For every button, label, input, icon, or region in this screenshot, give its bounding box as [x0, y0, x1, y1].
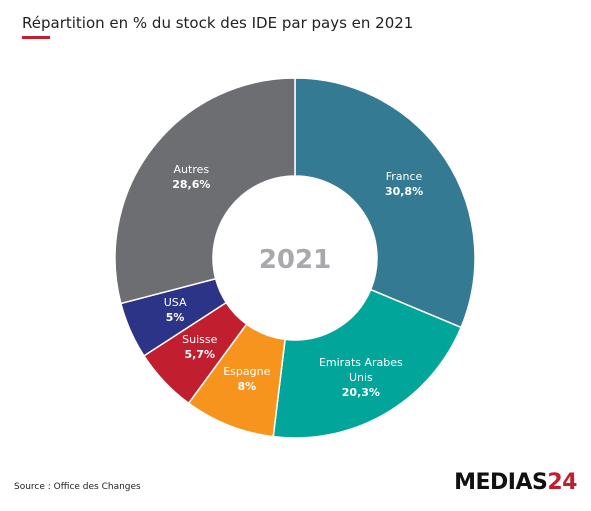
source: Source : Office des Changes: [14, 482, 141, 492]
center-label: 2021: [259, 245, 331, 275]
slice-label: USA 5%: [125, 295, 225, 325]
chart-title: Répartition en % du stock des IDE par pa…: [22, 14, 414, 32]
slice-label: Emirats Arabes Unis 20,3%: [311, 355, 411, 400]
value-label: 5%: [165, 310, 185, 324]
category-label: Suisse: [182, 332, 218, 346]
logo-number: 24: [547, 470, 577, 495]
donut-slice: [272, 288, 463, 439]
slice-label: Suisse 5,7%: [150, 332, 250, 362]
value-label: 20,3%: [341, 386, 380, 400]
logo: MEDIAS24: [454, 470, 577, 495]
title-underline: [22, 36, 50, 39]
logo-text: MEDIAS: [454, 470, 548, 495]
donut-slice: [294, 77, 476, 329]
value-label: 5,7%: [184, 347, 215, 361]
value-label: 28,6%: [172, 177, 211, 191]
category-label: Espagne: [223, 364, 271, 378]
value-label: 8%: [237, 379, 257, 393]
donut-slice: [114, 77, 296, 305]
category-label: Emirats Arabes Unis: [318, 356, 403, 385]
category-label: Autres: [173, 162, 210, 176]
value-label: 30,8%: [384, 185, 424, 199]
category-label: France: [385, 170, 423, 184]
slice-label: Autres 28,6%: [141, 162, 241, 192]
slice-label: France 30,8%: [354, 169, 454, 199]
slice-label: Espagne 8%: [197, 364, 297, 394]
category-label: USA: [163, 295, 187, 309]
